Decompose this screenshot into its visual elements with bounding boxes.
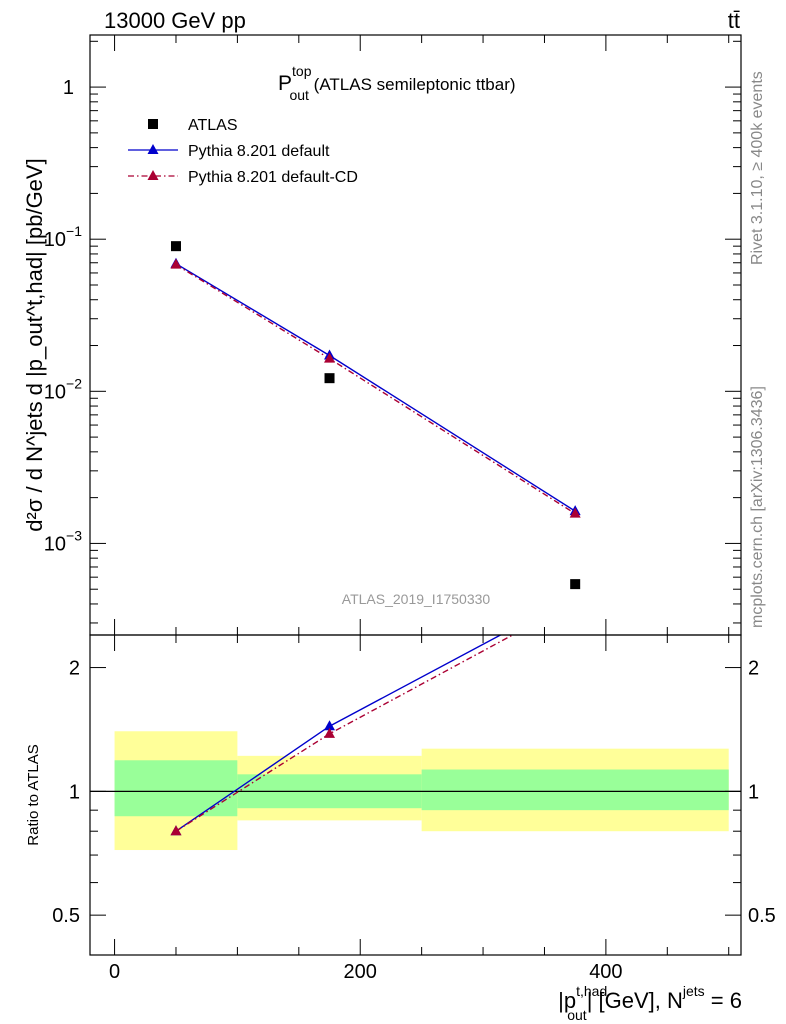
mcplots-side-label: mcplots.cern.ch [arXiv:1306.3436] — [749, 386, 766, 628]
analysis-watermark: ATLAS_2019_I1750330 — [342, 591, 491, 607]
rivet-side-label: Rivet 3.1.10, ≥ 400k events — [749, 71, 766, 265]
ratio-default-cd-point-0 — [170, 825, 182, 836]
main-ytick-label-3: 10−3 — [44, 527, 82, 555]
x-axis-label: |pt,had out| [GeV], Njets = 6 — [558, 983, 742, 1023]
header-energy-label: 13000 GeV pp — [104, 8, 246, 33]
ratio-ytick-label-left-0: 0.5 — [52, 905, 80, 927]
default-cd-point-0 — [170, 258, 182, 269]
xtick-label-1: 200 — [344, 961, 377, 983]
ratio-ytick-label-left-1: 1 — [69, 781, 80, 803]
ratio-ytick-label-left-2: 2 — [69, 658, 80, 680]
plot-title: Ptop out (ATLAS semileptonic ttbar) — [278, 63, 516, 103]
ratio-default-cd-line — [175, 635, 515, 832]
atlas-point-0 — [170, 241, 181, 252]
ratio-plot-area — [90, 589, 741, 836]
ratio-ytick-label-right-0: 0.5 — [748, 905, 776, 927]
xtick-label-0: 0 — [109, 961, 120, 983]
ratio-default-point-2 — [570, 589, 581, 599]
atlas-point-1 — [324, 373, 335, 384]
legend-default-cd-marker — [147, 170, 159, 180]
default-cd-point-1 — [324, 352, 336, 363]
main-ytick-label-0: 1 — [63, 77, 74, 99]
header-process-label: tt̄ — [728, 8, 740, 33]
ratio-y-axis-label-text: Ratio to ATLAS — [25, 744, 42, 845]
ratio-default-cd-point-1 — [324, 727, 336, 738]
atlas-point-2 — [570, 579, 581, 590]
ratio-band-inner-2 — [421, 769, 729, 811]
ratio-axes: 0 200 400 0.5 0.5 1 1 2 2 — [52, 634, 776, 983]
main-ytick-label-1: 10−1 — [44, 223, 82, 251]
ratio-frame — [89, 634, 742, 956]
ratio-ytick-label-right-1: 1 — [748, 781, 759, 803]
ratio-default-point-1 — [324, 720, 336, 731]
ratio-uncertainty-bands — [114, 731, 729, 851]
main-y-axis-label-text: d²σ / d N^jets d |p_out^t,had| [pb/GeV] — [22, 158, 47, 531]
legend-atlas-marker — [148, 119, 158, 129]
xtick-label-2: 400 — [589, 961, 622, 983]
legend-atlas-label: ATLAS — [188, 117, 238, 134]
main-default-cd-line — [175, 264, 576, 515]
main-ytick-label-2: 10−2 — [44, 375, 82, 403]
main-plot-area — [170, 241, 581, 590]
legend: ATLAS Pythia 8.201 default Pythia 8.201 … — [128, 117, 358, 186]
legend-default-marker — [147, 144, 159, 154]
ratio-band-inner-0 — [114, 760, 238, 817]
main-y-axis-label: d²σ / d N^jets d |p_out^t,had| [pb/GeV] — [22, 158, 47, 531]
default-cd-point-2 — [569, 507, 581, 518]
main-axes: 1 10−1 10−2 10−3 — [44, 34, 742, 636]
legend-default-cd-label: Pythia 8.201 default-CD — [188, 169, 358, 186]
ratio-y-axis-label: Ratio to ATLAS — [25, 744, 42, 845]
legend-default-label: Pythia 8.201 default — [188, 143, 330, 160]
ratio-default-cd-point-2 — [570, 595, 581, 605]
ratio-ytick-label-right-2: 2 — [748, 658, 759, 680]
